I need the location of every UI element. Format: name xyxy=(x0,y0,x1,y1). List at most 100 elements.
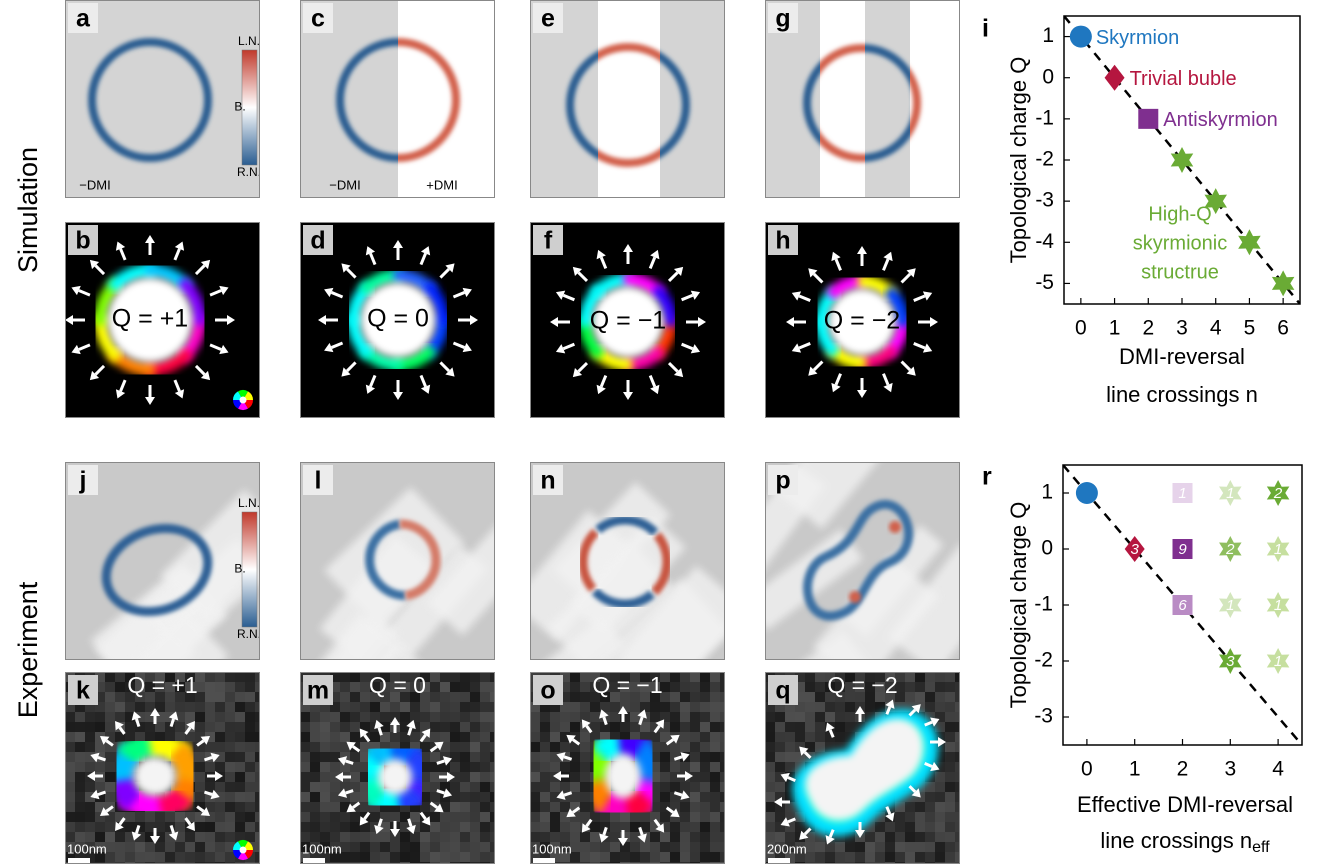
noise xyxy=(320,792,330,802)
noise xyxy=(245,702,255,712)
noise xyxy=(700,702,710,712)
noise xyxy=(945,762,955,772)
noise xyxy=(380,852,390,862)
noise xyxy=(700,822,710,832)
noise xyxy=(390,852,400,862)
noise xyxy=(875,702,885,712)
noise xyxy=(530,772,540,782)
noise xyxy=(875,832,885,842)
noise xyxy=(640,842,650,852)
noise xyxy=(560,782,570,792)
noise xyxy=(835,852,845,862)
y-tick-label: -2 xyxy=(1035,148,1054,171)
noise xyxy=(680,782,690,792)
noise xyxy=(775,812,785,822)
noise xyxy=(660,842,670,852)
noise xyxy=(105,722,115,732)
noise xyxy=(875,842,885,852)
noise xyxy=(835,842,845,852)
noise xyxy=(470,732,480,742)
noise xyxy=(105,672,115,682)
noise xyxy=(300,732,310,742)
noise xyxy=(580,732,590,742)
noise xyxy=(670,722,680,732)
noise xyxy=(765,732,775,742)
topological-charge: Q = −1 xyxy=(592,672,662,698)
noise xyxy=(400,832,410,842)
noise xyxy=(785,752,795,762)
noise xyxy=(370,832,380,842)
noise xyxy=(815,852,825,862)
noise xyxy=(115,672,125,682)
noise xyxy=(350,712,360,722)
noise xyxy=(350,852,360,862)
noise xyxy=(410,712,420,722)
noise xyxy=(670,832,680,842)
noise xyxy=(590,822,600,832)
noise xyxy=(805,702,815,712)
noise xyxy=(245,692,255,702)
panel-letter: m xyxy=(307,677,329,705)
noise xyxy=(300,772,310,782)
color-wheel-center xyxy=(240,397,247,404)
count-label: 3 xyxy=(1226,653,1235,670)
noise xyxy=(775,782,785,792)
noise xyxy=(660,792,670,802)
noise xyxy=(710,722,720,732)
noise xyxy=(540,782,550,792)
noise xyxy=(440,832,450,842)
noise xyxy=(340,812,350,822)
noise xyxy=(440,722,450,732)
noise xyxy=(580,672,590,682)
x-axis-label: Effective DMI-reversal xyxy=(1077,792,1293,817)
noise xyxy=(540,712,550,722)
noise xyxy=(95,722,105,732)
noise xyxy=(65,722,75,732)
noise xyxy=(370,712,380,722)
noise xyxy=(480,692,490,702)
noise xyxy=(710,832,720,842)
noise xyxy=(400,702,410,712)
noise xyxy=(660,752,670,762)
noise xyxy=(440,682,450,692)
row-label: Experiment xyxy=(13,581,43,718)
noise xyxy=(570,752,580,762)
noise xyxy=(785,722,795,732)
negative-dmi-region xyxy=(865,0,910,198)
noise xyxy=(670,742,680,752)
noise xyxy=(175,842,185,852)
noise xyxy=(400,722,410,732)
noise xyxy=(105,692,115,702)
noise xyxy=(935,672,945,682)
noise xyxy=(945,822,955,832)
noise xyxy=(865,702,875,712)
y-tick-label: -3 xyxy=(1034,705,1053,728)
noise xyxy=(690,742,700,752)
noise xyxy=(700,682,710,692)
noise xyxy=(710,852,720,862)
noise xyxy=(235,792,245,802)
noise xyxy=(480,802,490,812)
noise xyxy=(195,842,205,852)
panel-letter: a xyxy=(76,5,91,33)
noise xyxy=(710,752,720,762)
noise xyxy=(440,782,450,792)
noise xyxy=(700,802,710,812)
noise xyxy=(945,842,955,852)
noise xyxy=(85,762,95,772)
noise xyxy=(690,712,700,722)
noise xyxy=(580,742,590,752)
noise xyxy=(690,762,700,772)
noise xyxy=(185,712,195,722)
noise xyxy=(700,672,710,682)
noise xyxy=(670,682,680,692)
noise xyxy=(825,842,835,852)
noise xyxy=(650,732,660,742)
noise xyxy=(410,732,420,742)
panel: Q = 0100nmm xyxy=(300,672,500,864)
noise xyxy=(660,832,670,842)
noise xyxy=(690,722,700,732)
count-label: 1 xyxy=(1178,485,1186,502)
noise xyxy=(225,692,235,702)
